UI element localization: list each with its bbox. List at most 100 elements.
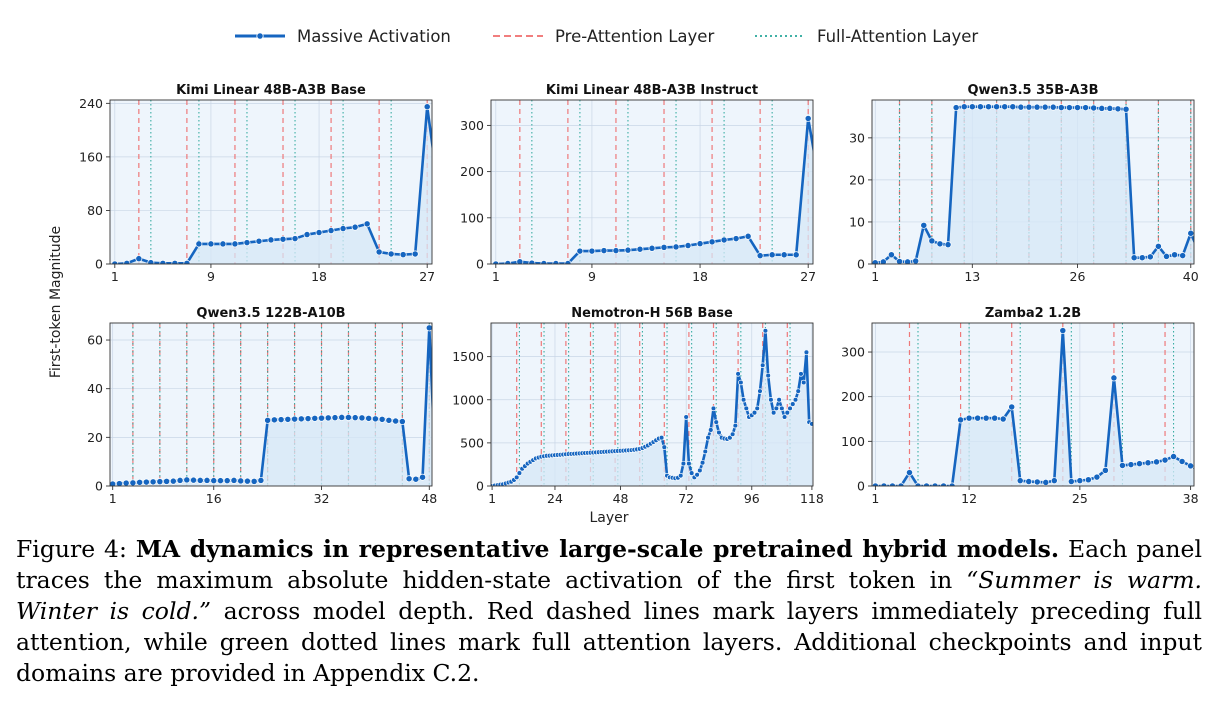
shared-y-axis-label: First-token Magnitude [48, 226, 64, 378]
data-point [1041, 103, 1049, 111]
data-point [686, 460, 692, 467]
data-point [920, 221, 928, 229]
data-point [1136, 460, 1143, 468]
data-point [790, 401, 796, 407]
data-point [399, 251, 407, 259]
data-point [425, 324, 432, 332]
data-point [976, 103, 984, 111]
data-point [327, 227, 335, 234]
data-point [756, 252, 764, 260]
x-tick-label: 38 [1183, 491, 1199, 506]
data-point [699, 459, 706, 466]
y-tick-label: 20 [87, 430, 103, 445]
data-point [787, 405, 793, 412]
data-point [999, 415, 1007, 423]
data-point [448, 197, 454, 203]
data-point [1110, 374, 1118, 382]
data-point [255, 237, 263, 245]
x-tick-label: 16 [206, 491, 222, 506]
data-point [776, 397, 782, 403]
data-point [516, 470, 523, 476]
data-point [612, 247, 620, 255]
data-point [1144, 459, 1152, 467]
data-point [1179, 252, 1187, 260]
data-point [423, 103, 431, 111]
data-point [853, 165, 859, 171]
data-point [982, 414, 990, 422]
data-point [504, 260, 512, 264]
data-point [757, 388, 763, 394]
data-point [277, 416, 285, 424]
data-point [1093, 473, 1101, 481]
caption-bold-title: MA dynamics in representative large-scal… [135, 535, 1060, 563]
x-tick-label: 1 [109, 491, 117, 506]
data-point [784, 409, 791, 416]
data-point [1187, 229, 1194, 237]
data-point [780, 251, 788, 259]
data-point [1171, 251, 1179, 259]
x-tick-label: 27 [800, 269, 816, 284]
data-point [661, 444, 668, 450]
data-point [1025, 103, 1033, 111]
figure-caption: Figure 4: MA dynamics in representative … [16, 534, 1202, 689]
data-point [552, 260, 560, 264]
data-point [713, 419, 719, 425]
data-point [365, 414, 373, 422]
data-point [171, 259, 179, 264]
data-point [735, 371, 741, 377]
data-point [879, 258, 887, 264]
plot-background [872, 323, 1194, 486]
series-area [875, 330, 1194, 486]
data-point [436, 193, 442, 199]
data-point [1008, 403, 1016, 411]
data-point [928, 237, 936, 245]
y-tick-label: 1000 [452, 392, 484, 407]
data-point [149, 478, 157, 486]
data-point [672, 243, 680, 251]
data-point [658, 434, 665, 441]
data-point [190, 476, 197, 484]
data-point [230, 476, 238, 484]
data-point [683, 414, 689, 420]
data-point [936, 240, 944, 248]
plot-background [491, 100, 813, 264]
y-tick-label: 160 [79, 149, 103, 164]
data-point [1009, 103, 1017, 111]
data-point [965, 414, 973, 422]
data-point [759, 362, 766, 369]
data-point [264, 416, 272, 424]
data-point [297, 415, 305, 423]
data-point [358, 414, 366, 422]
data-point [1146, 253, 1154, 261]
data-point [318, 414, 325, 422]
data-point [588, 247, 596, 255]
legend-label-1: Massive Activation [297, 27, 451, 46]
data-point [122, 479, 130, 486]
data-point [1138, 254, 1146, 262]
data-point [1114, 105, 1122, 113]
data-point [219, 240, 227, 248]
caption-text-2: across model depth. Red dashed lines mar… [16, 597, 1202, 687]
data-point [702, 448, 709, 455]
data-point [378, 415, 386, 423]
data-point [1153, 458, 1160, 466]
data-point [385, 416, 393, 424]
data-point [1067, 478, 1075, 485]
data-point [324, 414, 332, 422]
panel-title: Nemotron-H 56B Base [571, 306, 733, 321]
data-point [1154, 242, 1162, 250]
data-point [270, 416, 278, 424]
data-point [267, 236, 275, 244]
x-tick-label: 118 [800, 491, 824, 506]
data-point [887, 251, 895, 259]
data-point [770, 409, 777, 416]
data-point [680, 460, 687, 467]
x-tick-label: 12 [961, 491, 977, 506]
data-point [1187, 462, 1194, 470]
data-point [841, 104, 847, 110]
data-point [800, 379, 807, 386]
data-point [203, 476, 211, 484]
data-point [195, 240, 203, 248]
data-point [243, 239, 251, 247]
plot-frame [871, 322, 1195, 487]
